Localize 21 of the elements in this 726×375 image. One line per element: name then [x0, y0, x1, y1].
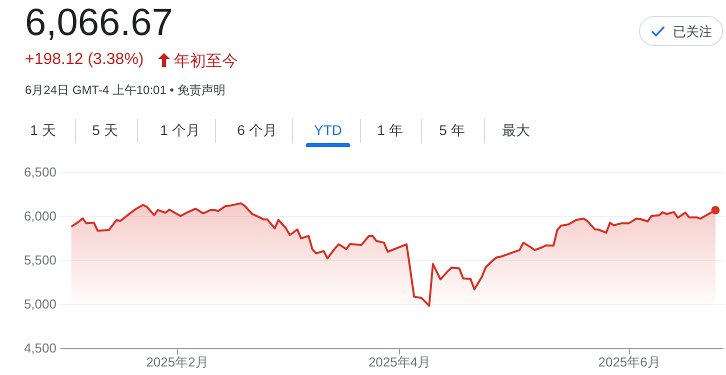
text: 5 年 — [438, 122, 466, 140]
text: 1 天 — [29, 122, 57, 140]
text: 5 天 — [91, 122, 119, 140]
x-tick-label: 2025年2月 — [146, 354, 208, 370]
text: 6月24日 GMT-4 上午10:01 • 免责声明 — [25, 82, 226, 99]
y-tick-label: 5,000 — [24, 296, 56, 312]
x-tick-label: 2025年6月 — [598, 354, 660, 370]
y-tick-label: 6,500 — [24, 164, 56, 180]
y-tick-label: 4,500 — [24, 340, 56, 356]
text: 1 年 — [376, 122, 404, 140]
text: 年初至今 — [174, 52, 238, 72]
text: 1 个月 — [159, 122, 201, 140]
y-tick-label: 5,500 — [24, 252, 56, 268]
x-tick-label: 2025年4月 — [368, 354, 431, 370]
chart-title: 6,066.67 — [25, 2, 173, 45]
text: 已关注 — [673, 23, 712, 41]
text: 最大 — [501, 122, 531, 140]
text: YTD — [313, 122, 343, 138]
chart-subtitle: +198.12 (3.38%) — [25, 51, 144, 69]
y-tick-label: 6,000 — [24, 208, 56, 224]
text: 6 个月 — [236, 122, 278, 140]
